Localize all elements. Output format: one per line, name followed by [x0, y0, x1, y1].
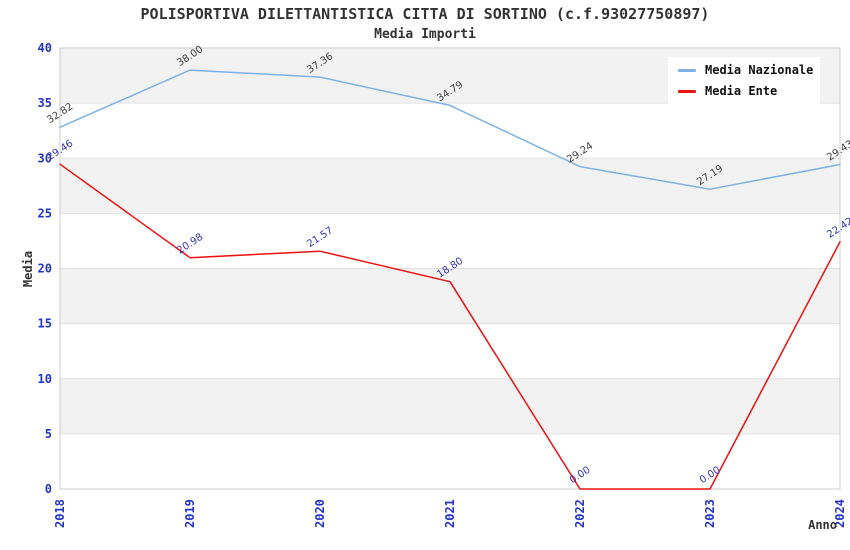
x-axis-title: Anno — [808, 518, 837, 532]
y-tick-label: 15 — [38, 317, 52, 331]
legend: Media Nazionale Media Ente — [668, 57, 820, 104]
series-line-media-nazionale — [59, 69, 841, 190]
chart-title: POLISPORTIVA DILETTANTISTICA CITTA DI SO… — [140, 5, 710, 23]
x-tick-label: 2018 — [53, 499, 67, 528]
legend-label-media-ente: Media Ente — [705, 84, 778, 98]
y-tick-label: 20 — [38, 262, 52, 276]
media-ente-line-swatch — [678, 89, 696, 93]
y-tick-label: 40 — [38, 41, 52, 55]
legend-item-media-nazionale: Media Nazionale — [678, 63, 820, 77]
y-tick-label: 10 — [38, 372, 52, 386]
grid-band — [60, 323, 840, 379]
plot-border — [59, 47, 841, 490]
grid-band — [60, 433, 840, 489]
media-nazionale-line-swatch — [678, 68, 696, 72]
y-axis-title: Media — [21, 251, 35, 287]
x-tick-label: 2021 — [443, 499, 457, 528]
y-tick-label: 25 — [38, 206, 52, 220]
x-tick-label: 2019 — [183, 499, 197, 528]
legend-label-media-nazionale: Media Nazionale — [705, 63, 814, 77]
x-tick-label: 2024 — [833, 499, 847, 528]
grid-band — [60, 103, 840, 159]
series-line-media-ente — [59, 163, 841, 490]
grid-band — [60, 268, 840, 324]
chart-subtitle: Media Importi — [374, 27, 476, 42]
x-tick-label: 2020 — [313, 499, 327, 528]
grid-band — [60, 213, 840, 269]
x-tick-label: 2022 — [573, 499, 587, 528]
y-tick-label: 0 — [45, 482, 52, 496]
legend-item-media-ente: Media Ente — [678, 84, 820, 98]
y-tick-label: 35 — [38, 96, 52, 110]
y-tick-label: 5 — [45, 427, 52, 441]
x-tick-label: 2023 — [703, 499, 717, 528]
y-tick-label: 30 — [38, 151, 52, 165]
grid-band — [60, 158, 840, 214]
grid-band — [60, 378, 840, 434]
